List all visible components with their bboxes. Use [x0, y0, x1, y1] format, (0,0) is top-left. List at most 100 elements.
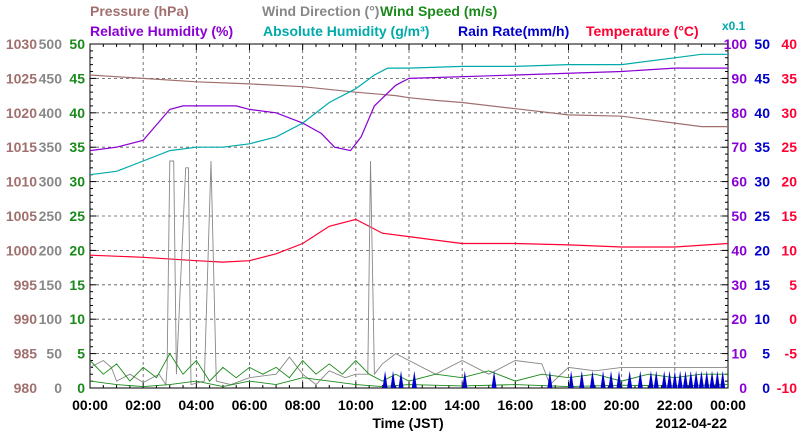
tick-label-wind_speed: 30	[69, 174, 85, 190]
x-tick-label: 20:00	[604, 397, 640, 413]
tick-label-rain: 20	[754, 242, 770, 258]
rain-spike	[382, 370, 388, 388]
tick-label-wind_speed: 50	[69, 36, 85, 52]
tick-label-temp: 40	[781, 36, 797, 52]
tick-label-rh: 80	[731, 105, 747, 121]
rain-spike	[616, 370, 622, 388]
series-temp	[89, 218, 729, 263]
tick-label-rain: 45	[754, 70, 770, 86]
rain-spike	[672, 370, 678, 388]
x-tick-label: 08:00	[285, 397, 321, 413]
tick-label-rain: 0	[762, 380, 770, 396]
tick-label-pressure: 990	[14, 311, 38, 327]
tick-label-pressure: 1020	[6, 105, 37, 121]
tick-label-rain: 10	[754, 311, 770, 327]
rain-spike	[398, 370, 404, 388]
tick-label-wind_speed: 35	[69, 139, 85, 155]
x-tick-label: 22:00	[657, 397, 693, 413]
tick-label-rain: 35	[754, 139, 770, 155]
rain-spike	[682, 370, 688, 388]
tick-label-temp: 30	[781, 105, 797, 121]
legend-wind_speed: Wind Speed (m/s)	[380, 3, 497, 19]
x-tick-label: 00:00	[710, 397, 746, 413]
tick-label-pressure: 1010	[6, 174, 37, 190]
tick-label-wind_speed: 20	[69, 242, 85, 258]
series-wind_dir	[89, 160, 728, 386]
x-tick-label: 14:00	[444, 397, 480, 413]
tick-label-rh: 70	[731, 139, 747, 155]
tick-label-wind_speed: 15	[69, 277, 85, 293]
tick-label-wind_dir: 300	[39, 174, 63, 190]
tick-label-wind_speed: 25	[69, 208, 85, 224]
tick-label-wind_speed: 45	[69, 70, 85, 86]
ah-scale-note: x0.1	[722, 19, 746, 33]
tick-label-rh: 40	[731, 242, 747, 258]
tick-label-rain: 15	[754, 277, 770, 293]
legend-rain: Rain Rate(mm/h)	[458, 23, 569, 39]
series-rh	[89, 67, 728, 152]
tick-label-wind_dir: 150	[39, 277, 63, 293]
tick-label-pressure: 1025	[6, 70, 37, 86]
left-axes: 9809859909951000100510101015102010251030…	[6, 36, 85, 396]
legend-ah: Absolute Humidity (g/m³)	[263, 23, 429, 39]
x-tick-label: 10:00	[338, 397, 374, 413]
rain-spike	[698, 370, 704, 388]
series-wind_speed	[89, 352, 728, 382]
rain-spike	[411, 370, 417, 388]
legend-pressure: Pressure (hPa)	[90, 3, 189, 19]
tick-label-rh: 30	[731, 277, 747, 293]
x-tick-label: 00:00	[72, 397, 108, 413]
tick-label-pressure: 980	[14, 380, 38, 396]
tick-label-wind_dir: 450	[39, 70, 63, 86]
tick-label-rh: 10	[731, 346, 747, 362]
tick-label-temp: 15	[781, 208, 797, 224]
legend-wind_dir: Wind Direction (°)	[262, 3, 379, 19]
tick-label-pressure: 1030	[6, 36, 37, 52]
rain-spike	[720, 370, 726, 388]
series-pressure	[89, 74, 728, 128]
right-axes: 0102030405060708090100051015202530354045…	[724, 36, 798, 396]
x-tick-label: 16:00	[497, 397, 533, 413]
rain-spike	[677, 370, 683, 388]
legend-rh: Relative Humidity (%)	[90, 23, 233, 39]
tick-label-wind_speed: 10	[69, 311, 85, 327]
tick-label-wind_dir: 0	[54, 380, 62, 396]
tick-label-pressure: 1000	[6, 242, 37, 258]
tick-label-rain: 50	[754, 36, 770, 52]
rain-spike	[600, 370, 606, 388]
tick-label-wind_dir: 250	[39, 208, 63, 224]
tick-label-temp: 25	[781, 139, 797, 155]
tick-label-rh: 90	[731, 70, 747, 86]
tick-label-rain: 40	[754, 105, 770, 121]
tick-label-wind_dir: 200	[39, 242, 63, 258]
rain-spike	[653, 370, 659, 388]
series-wind_speed_2	[89, 377, 729, 388]
tick-label-wind_dir: 500	[39, 36, 63, 52]
legend-temp: Temperature (°C)	[586, 23, 699, 39]
rain-spike	[704, 370, 710, 388]
rain-spike	[579, 370, 585, 388]
rain-spike	[390, 370, 396, 388]
date-label: 2012-04-22	[655, 415, 727, 431]
tick-label-temp: -5	[785, 346, 798, 362]
rain-spike	[688, 370, 694, 388]
tick-label-pressure: 985	[14, 346, 38, 362]
tick-label-pressure: 1015	[6, 139, 37, 155]
x-tick-label: 18:00	[551, 397, 587, 413]
tick-label-wind_speed: 5	[77, 346, 85, 362]
tick-label-temp: 10	[781, 242, 797, 258]
x-axis: 00:00 02:00 04:00 06:00 08:00 10:00 12:00 14:00…	[72, 397, 746, 413]
legend: Pressure (hPa) Wind Direction (°) Wind Spe…	[90, 3, 746, 39]
tick-label-wind_speed: 0	[77, 380, 85, 396]
rain-spike	[709, 370, 715, 388]
tick-label-temp: 5	[789, 277, 797, 293]
tick-label-temp: 0	[789, 311, 797, 327]
tick-label-wind_dir: 100	[39, 311, 63, 327]
tick-label-wind_dir: 400	[39, 105, 63, 121]
tick-label-rh: 60	[731, 174, 747, 190]
tick-label-rain: 25	[754, 208, 770, 224]
tick-label-rain: 30	[754, 174, 770, 190]
x-tick-label: 12:00	[391, 397, 427, 413]
x-tick-label: 06:00	[232, 397, 268, 413]
